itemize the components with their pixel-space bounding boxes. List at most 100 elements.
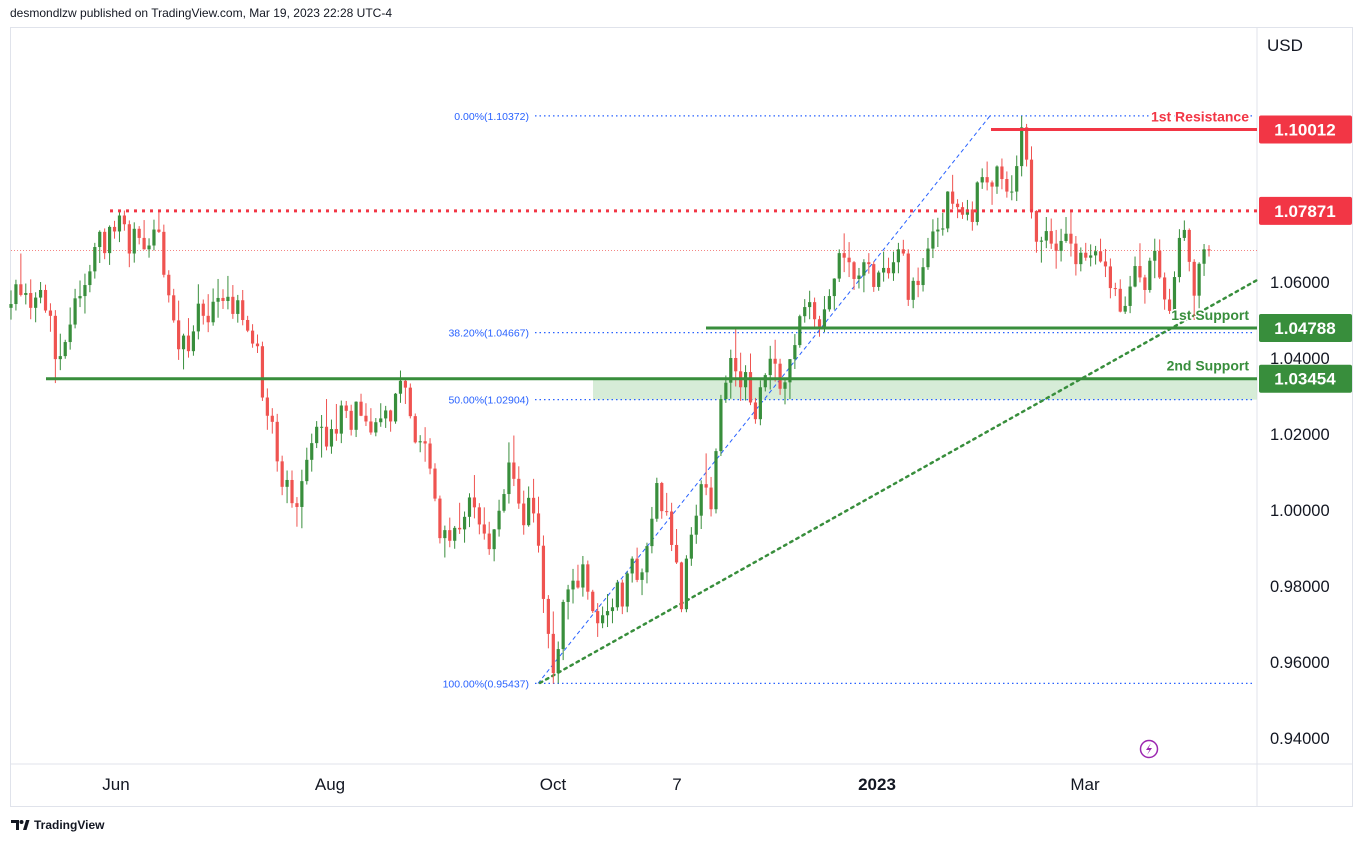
- candle: [428, 438, 432, 475]
- candle-body: [1000, 166, 1004, 180]
- candle: [605, 593, 610, 628]
- candle: [655, 477, 659, 522]
- candle: [1167, 288, 1172, 314]
- candle: [34, 292, 38, 323]
- ascending-trendline: [538, 278, 1259, 685]
- candle-body: [1143, 277, 1147, 290]
- candle-body: [186, 335, 191, 352]
- candle-body: [936, 229, 940, 232]
- candle: [487, 521, 491, 555]
- candle: [1044, 217, 1048, 249]
- candle-body: [63, 342, 67, 357]
- candle: [1138, 243, 1142, 283]
- candle: [926, 237, 930, 270]
- candle-body: [1049, 231, 1053, 244]
- candle-body: [231, 296, 235, 314]
- candle-body: [556, 649, 560, 674]
- candle: [374, 418, 378, 437]
- candle-body: [88, 271, 92, 286]
- candle-body: [975, 182, 979, 222]
- candle-body: [438, 498, 442, 539]
- candle-body: [497, 510, 501, 530]
- fib-label: 50.00%(1.02904): [448, 395, 529, 407]
- footer-brand[interactable]: TradingView: [10, 816, 104, 834]
- candle-body: [931, 231, 935, 249]
- candle-body: [581, 564, 585, 588]
- candle-body: [443, 530, 447, 539]
- candle-body: [384, 410, 388, 419]
- candle-body: [566, 589, 570, 602]
- candle-body: [413, 416, 417, 443]
- candle: [78, 280, 82, 308]
- candle-body: [748, 372, 753, 403]
- candle: [704, 453, 708, 496]
- candle-body: [615, 582, 619, 608]
- candle: [630, 556, 634, 583]
- candle: [625, 571, 629, 613]
- candle: [936, 217, 940, 248]
- candle-body: [877, 272, 881, 287]
- fib-label: 100.00%(0.95437): [443, 678, 529, 690]
- candle-body: [837, 253, 841, 279]
- y-tick-label: 0.98000: [1270, 578, 1330, 596]
- candle-body: [1202, 249, 1206, 264]
- candle: [68, 307, 72, 350]
- candle-body: [1187, 229, 1191, 262]
- candle: [93, 242, 97, 279]
- candle: [1163, 272, 1167, 310]
- candle: [418, 435, 422, 453]
- support-zone: [593, 378, 1257, 400]
- candle: [916, 267, 920, 298]
- candle-body: [1034, 210, 1039, 242]
- candle-body: [206, 315, 210, 323]
- candle: [265, 388, 269, 430]
- candle: [531, 478, 536, 523]
- candle-body: [1163, 277, 1167, 300]
- candle-body: [882, 267, 886, 273]
- candle-body: [364, 415, 368, 422]
- chart-frame[interactable]: [10, 27, 1353, 807]
- candle: [522, 490, 526, 535]
- candle-body: [379, 418, 383, 423]
- candle-body: [142, 237, 146, 250]
- candle: [941, 212, 945, 236]
- candle: [98, 230, 102, 263]
- candle: [620, 579, 624, 615]
- candle-body: [349, 410, 353, 430]
- candle: [38, 282, 43, 304]
- candle-body: [517, 478, 521, 504]
- candle: [566, 584, 570, 620]
- candle-body: [290, 479, 294, 504]
- candles-layer: [9, 115, 1211, 684]
- candle-body: [1079, 252, 1083, 265]
- candle: [112, 220, 117, 239]
- candle: [403, 378, 407, 404]
- candle-body: [773, 358, 777, 364]
- fib-label: 0.00%(1.10372): [454, 111, 529, 123]
- candle-body: [34, 297, 38, 308]
- candle: [975, 181, 979, 226]
- candle: [1000, 158, 1004, 190]
- candle-body: [625, 573, 629, 607]
- candle: [586, 560, 590, 600]
- x-tick-label: Mar: [1070, 775, 1100, 794]
- candle: [812, 297, 817, 327]
- candle: [1094, 245, 1098, 265]
- candle: [882, 251, 886, 282]
- candle-body: [1158, 250, 1162, 278]
- candle: [891, 251, 896, 281]
- lightning-icon[interactable]: [1139, 739, 1159, 759]
- publish-header: desmondlzw published on TradingView.com,…: [10, 6, 392, 20]
- candle: [53, 310, 57, 384]
- candle: [857, 267, 861, 289]
- candle-body: [689, 534, 693, 559]
- candle-body: [665, 511, 669, 513]
- candle-body: [817, 319, 822, 327]
- candle: [768, 345, 772, 390]
- candle: [492, 529, 496, 562]
- candle-body: [670, 511, 674, 545]
- candle-body: [734, 358, 738, 372]
- y-tick-label: 1.06000: [1270, 274, 1330, 292]
- candle: [329, 419, 334, 454]
